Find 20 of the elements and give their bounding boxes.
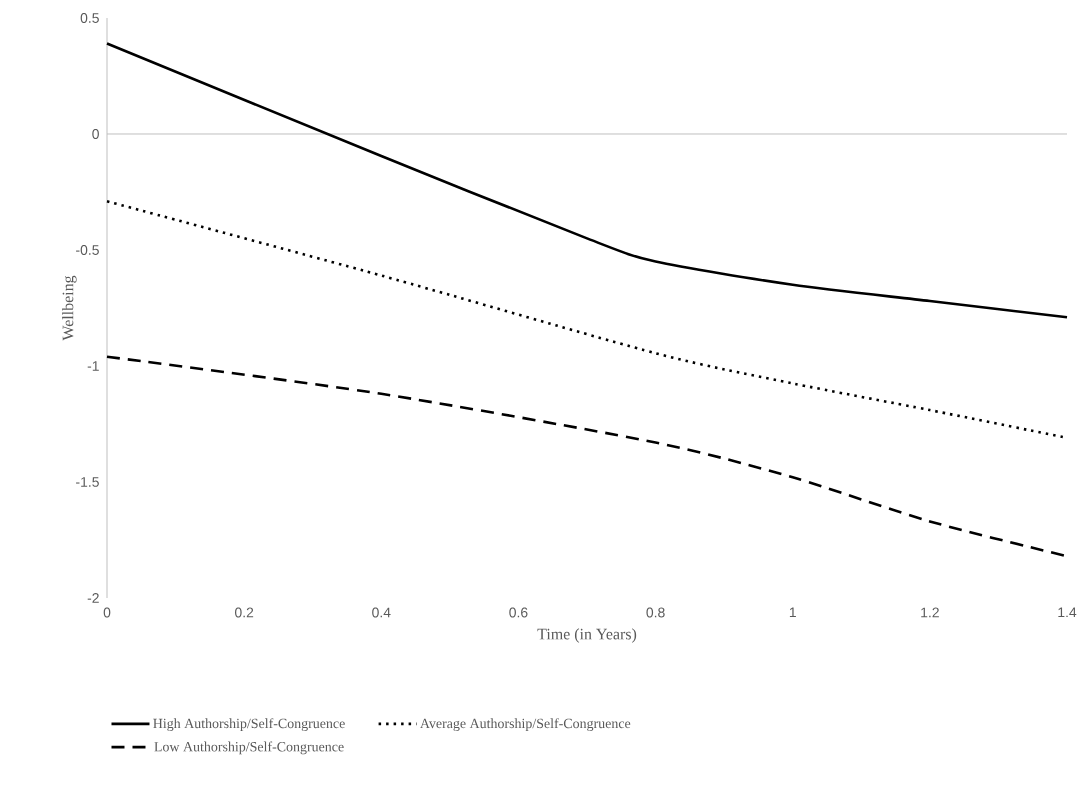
y-axis-title: Wellbeing	[62, 275, 77, 341]
y-tick-label: 0.5	[80, 13, 99, 23]
y-tick-label: -1.5	[76, 477, 99, 487]
x-tick-label: 0.2	[235, 607, 254, 618]
y-tick-label: -1	[87, 361, 99, 371]
legend-label: Average Authorship/Self-Congruence	[420, 718, 631, 732]
y-tick-label: -0.5	[76, 245, 99, 255]
line-series	[105, 42, 1069, 319]
legend-label: Low Authorship/Self-Congruence	[154, 741, 344, 755]
x-axis-title: Time (in Years)	[537, 628, 637, 643]
x-tick-label: 1.2	[921, 607, 939, 618]
x-tick-label: 0.8	[646, 607, 665, 618]
x-tick-label: 0.6	[509, 607, 528, 618]
x-tick-label: 0	[103, 607, 111, 618]
legend-label: High Authorship/Self-Congruence	[153, 718, 345, 732]
x-tick-label: 1	[789, 607, 796, 618]
y-tick-label: 0	[92, 129, 99, 139]
x-tick-label: 0.4	[372, 607, 391, 618]
x-tick-label: 1.4	[1058, 607, 1077, 618]
y-tick-label: -2	[87, 593, 99, 603]
